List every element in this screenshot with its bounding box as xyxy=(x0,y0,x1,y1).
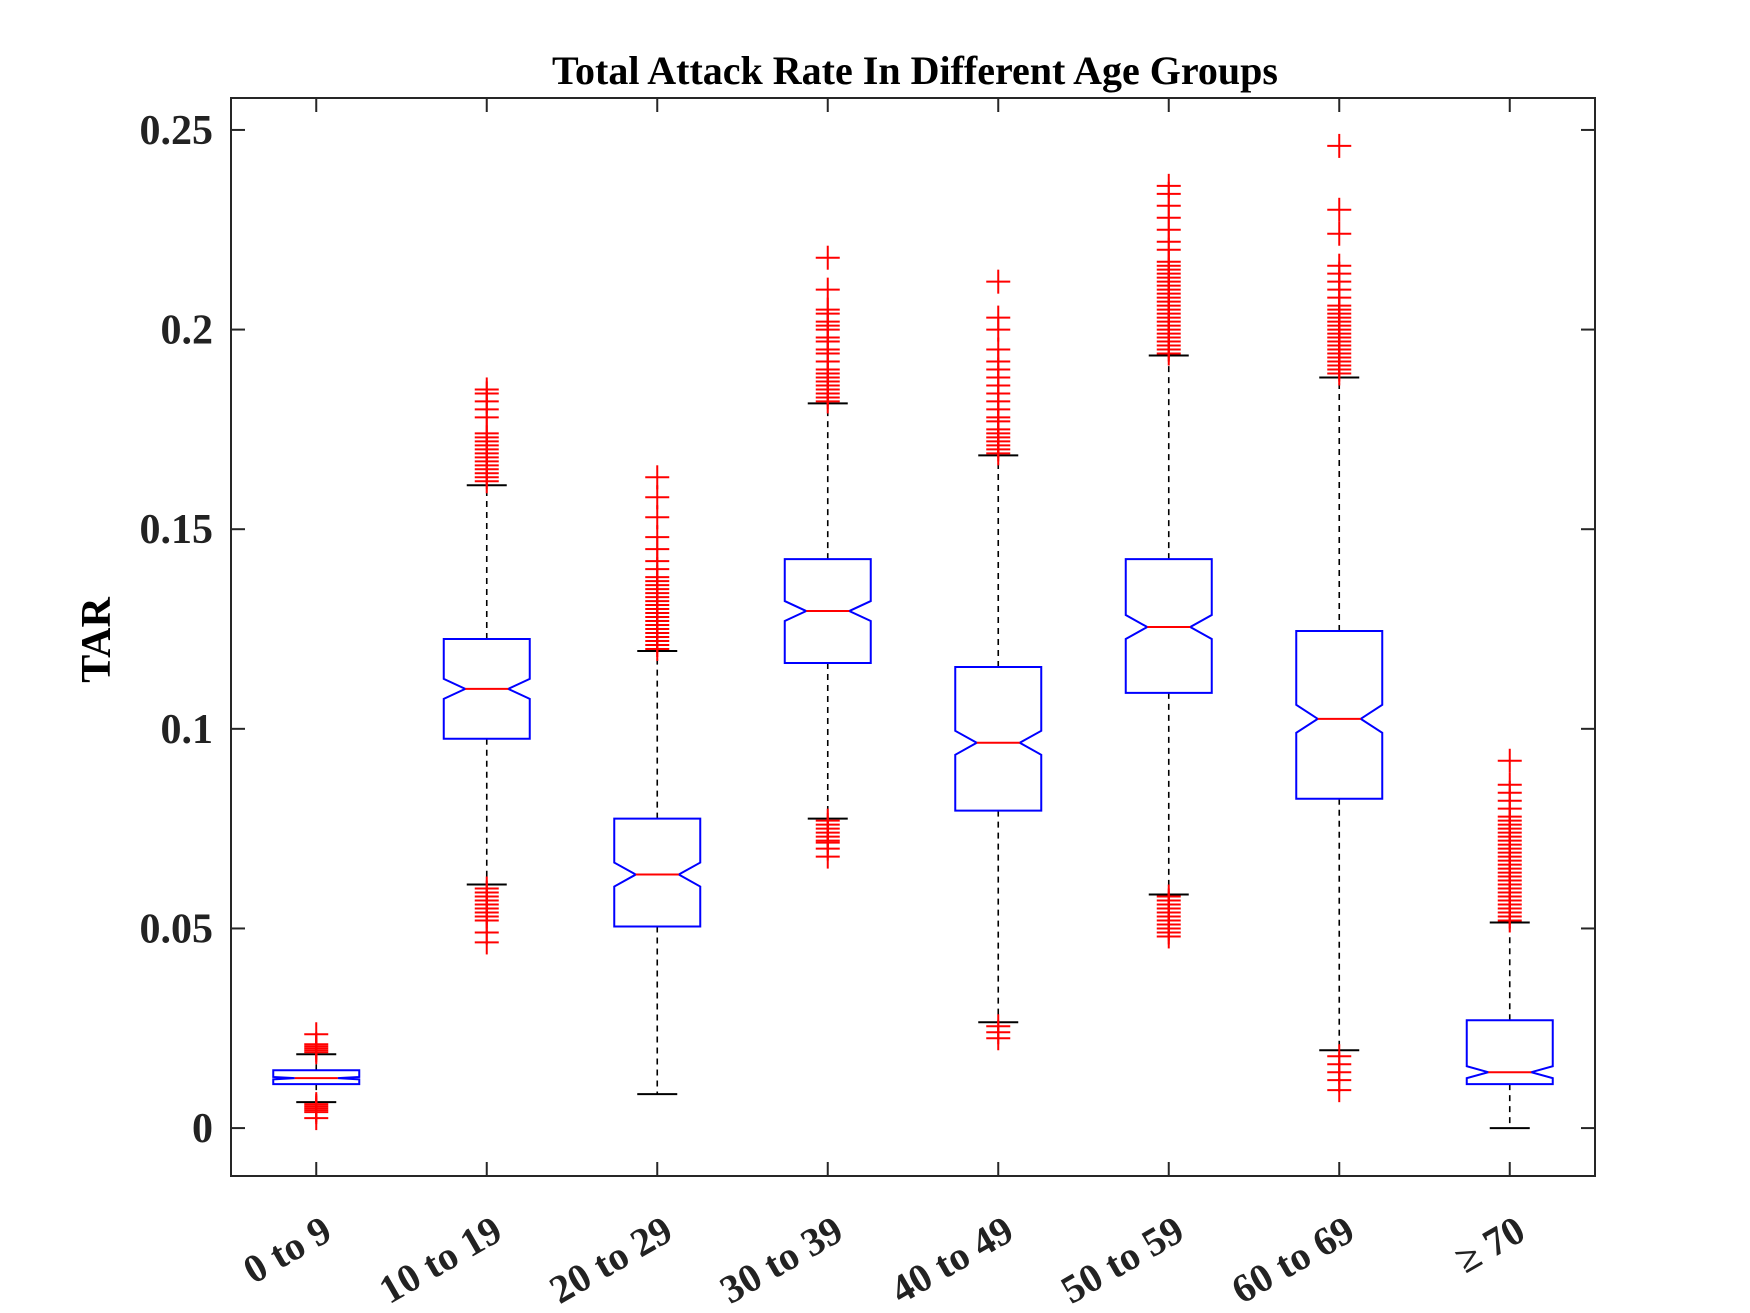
box-group xyxy=(1124,173,1213,949)
y-tick-label: 0.15 xyxy=(140,507,214,553)
box-group xyxy=(783,245,872,869)
box xyxy=(442,637,531,740)
box-group xyxy=(442,377,531,955)
y-tick-label: 0.25 xyxy=(140,108,214,154)
box xyxy=(783,558,872,664)
y-tick-label: 0 xyxy=(192,1106,213,1152)
x-tick-label: 60 to 69 xyxy=(1224,1207,1362,1313)
outlier-marker xyxy=(986,269,1011,294)
box xyxy=(1295,630,1384,800)
outlier-marker xyxy=(815,808,840,833)
outlier-marker xyxy=(986,305,1011,330)
y-tick-label: 0.1 xyxy=(161,707,214,753)
y-tick-label: 0.2 xyxy=(161,308,214,354)
outlier-marker xyxy=(1327,221,1352,246)
outlier-marker xyxy=(1327,197,1352,222)
outlier-marker xyxy=(1497,748,1522,773)
outlier-marker xyxy=(1327,253,1352,278)
box-group xyxy=(1295,133,1384,1103)
x-axis: 0 to 9 10 to 19 20 to 29 30 to 39 40 to 49 50… xyxy=(235,98,1532,1312)
outlier-marker xyxy=(1497,772,1522,797)
outlier-marker xyxy=(1327,133,1352,158)
outlier-marker xyxy=(304,1092,329,1117)
outlier-marker xyxy=(986,1014,1011,1039)
box xyxy=(1124,558,1213,694)
outlier-marker xyxy=(474,876,499,901)
x-tick-label: 50 to 59 xyxy=(1053,1207,1191,1313)
x-tick-label: 0 to 9 xyxy=(235,1207,338,1293)
outlier-marker xyxy=(645,465,670,490)
x-tick-label: 40 to 49 xyxy=(883,1207,1021,1313)
box xyxy=(272,1069,361,1086)
y-tick-label: 0.05 xyxy=(140,906,214,952)
outlier-marker xyxy=(304,1022,329,1047)
outlier-marker xyxy=(1327,1044,1352,1069)
y-axis-label: TAR xyxy=(74,597,120,683)
box-group xyxy=(272,1022,361,1131)
plot-area xyxy=(272,133,1554,1131)
outlier-marker xyxy=(1156,884,1181,909)
outlier-marker xyxy=(815,245,840,270)
box-group xyxy=(954,269,1043,1051)
y-axis: 0 0.05 0.1 0.15 0.2 0.25 xyxy=(140,108,1595,1152)
x-tick-label: ≥ 70 xyxy=(1447,1207,1532,1282)
outlier-marker xyxy=(474,377,499,402)
x-tick-label: 20 to 29 xyxy=(542,1207,680,1313)
box-group xyxy=(1465,748,1554,1130)
box xyxy=(954,665,1043,812)
outlier-marker xyxy=(1156,173,1181,198)
box xyxy=(613,817,702,928)
box-group xyxy=(613,465,702,1096)
outlier-marker xyxy=(815,277,840,302)
x-tick-label: 10 to 19 xyxy=(371,1207,509,1313)
box xyxy=(1465,1019,1554,1086)
axes-frame xyxy=(230,97,1596,1177)
chart-title: Total Attack Rate In Different Age Group… xyxy=(552,48,1278,93)
x-tick-label: 30 to 39 xyxy=(712,1207,850,1313)
